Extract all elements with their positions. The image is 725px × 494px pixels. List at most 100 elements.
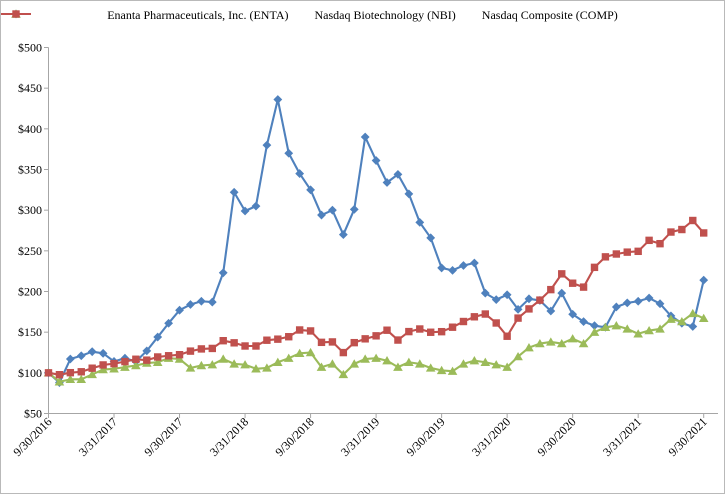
data-point-marker <box>447 366 458 375</box>
data-point-marker <box>143 356 151 364</box>
data-point-marker <box>678 225 686 234</box>
data-point-marker <box>327 359 338 368</box>
data-point-marker <box>317 210 326 220</box>
y-axis-label: $450 <box>18 81 42 95</box>
data-point-marker <box>382 356 392 365</box>
data-point-marker <box>152 357 163 366</box>
data-point-marker <box>350 338 358 347</box>
data-point-marker <box>98 348 108 358</box>
data-point-marker <box>262 363 272 372</box>
data-point-marker <box>361 335 369 343</box>
data-point-marker <box>699 275 709 285</box>
data-point-marker <box>294 348 305 358</box>
data-point-marker <box>405 327 413 336</box>
data-point-marker <box>394 336 402 344</box>
nbi-series <box>43 308 709 386</box>
data-point-marker <box>65 374 76 384</box>
y-axis-label: $150 <box>18 325 42 339</box>
data-point-marker <box>535 338 545 348</box>
data-point-marker <box>230 339 238 347</box>
x-axis-label: 3/31/2021 <box>600 415 644 459</box>
data-point-marker <box>371 353 381 362</box>
data-point-marker <box>328 205 337 215</box>
data-point-marker <box>644 293 654 303</box>
data-point-marker <box>186 347 195 355</box>
data-point-marker <box>415 217 425 227</box>
data-point-marker <box>425 363 436 372</box>
data-point-marker <box>480 357 491 366</box>
data-point-marker <box>316 362 327 371</box>
data-point-marker <box>578 338 589 348</box>
data-point-marker <box>99 361 107 369</box>
data-point-marker <box>360 354 370 363</box>
data-point-marker <box>371 156 381 165</box>
data-point-marker <box>185 363 196 372</box>
data-point-marker <box>109 364 119 373</box>
data-point-marker <box>240 360 250 369</box>
x-axis-label: 9/30/2021 <box>666 415 710 459</box>
data-point-marker <box>175 350 184 359</box>
data-point-marker <box>263 336 271 344</box>
data-point-marker <box>634 247 642 256</box>
data-point-marker <box>219 337 227 345</box>
data-point-marker <box>437 263 447 273</box>
data-point-marker <box>480 288 490 298</box>
y-axis-label: $350 <box>18 163 42 177</box>
data-point-marker <box>677 316 687 326</box>
data-point-marker <box>349 359 360 368</box>
data-point-marker <box>131 360 141 370</box>
data-point-marker <box>207 360 218 369</box>
data-point-marker <box>372 332 380 340</box>
data-point-marker <box>241 342 249 350</box>
x-axis-label: 3/31/2019 <box>338 415 382 459</box>
y-axis-label: $100 <box>18 366 42 380</box>
data-point-marker <box>557 288 567 298</box>
data-point-marker <box>469 356 480 365</box>
data-point-marker <box>207 297 217 307</box>
data-point-marker <box>44 369 53 377</box>
x-axis-label: 3/31/2018 <box>207 415 251 459</box>
data-point-marker <box>186 300 195 309</box>
data-point-marker <box>579 317 588 326</box>
data-point-marker <box>469 258 479 268</box>
data-point-marker <box>687 308 698 318</box>
data-point-marker <box>383 326 391 334</box>
data-point-marker <box>196 360 207 370</box>
data-point-marker <box>273 357 283 366</box>
data-point-marker <box>295 169 305 178</box>
data-point-marker <box>611 302 621 312</box>
data-point-marker <box>513 304 523 314</box>
data-point-marker <box>525 305 533 313</box>
data-point-marker <box>688 322 698 331</box>
data-point-marker <box>328 338 337 346</box>
data-point-marker <box>622 298 632 308</box>
data-point-marker <box>436 365 447 375</box>
data-point-marker <box>601 253 610 261</box>
data-point-marker <box>164 352 173 360</box>
y-axis-ticks: $50 $100 $150 $200 $250 $300 $350 $400 $450 $500 <box>18 41 49 421</box>
x-axis-label: 3/31/2020 <box>469 415 513 459</box>
data-point-marker <box>426 233 436 243</box>
enta-series <box>44 95 709 387</box>
data-point-marker <box>656 239 664 248</box>
data-point-marker <box>393 169 403 179</box>
data-point-marker <box>579 283 588 291</box>
data-point-marker <box>568 309 578 319</box>
data-point-marker <box>633 329 643 338</box>
data-point-marker <box>491 295 501 305</box>
data-point-marker <box>590 263 599 272</box>
x-axis-label: 3/31/2017 <box>76 415 120 459</box>
data-point-marker <box>558 270 566 278</box>
data-point-marker <box>338 230 348 239</box>
data-point-marker <box>416 325 424 333</box>
data-point-marker <box>251 201 261 211</box>
data-point-marker <box>196 296 206 306</box>
data-point-marker <box>502 362 512 371</box>
enta-line <box>47 98 705 384</box>
data-point-marker <box>667 228 675 236</box>
data-point-marker <box>120 362 130 371</box>
data-point-marker <box>459 261 468 270</box>
data-point-marker <box>513 351 523 361</box>
data-point-marker <box>568 279 577 287</box>
